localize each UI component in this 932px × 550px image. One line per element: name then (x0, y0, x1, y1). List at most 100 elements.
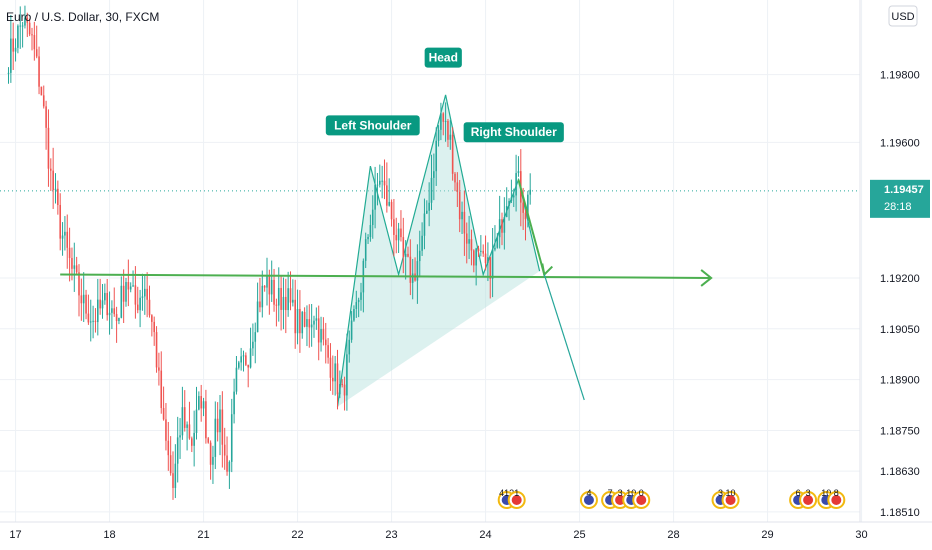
candle-body (458, 191, 461, 220)
candle-body (449, 134, 452, 140)
candle-body (379, 180, 381, 185)
candle-body (512, 195, 515, 198)
candle-body (35, 49, 38, 57)
candle-body (167, 440, 170, 456)
currency-button[interactable]: USD (888, 5, 918, 27)
bar-countdown: 28:18 (884, 201, 912, 213)
current-price-value: 1.19457 (884, 184, 924, 196)
candle-body (118, 317, 120, 322)
candle-body (381, 180, 383, 182)
candle-body (202, 401, 205, 409)
time-tick-label: 24 (479, 529, 491, 541)
candle-body (17, 25, 19, 48)
price-axis[interactable]: 1.18510 1.18630 1.18750 1.18900 1.19050 1.192… (880, 70, 920, 519)
candle-body (174, 463, 177, 488)
neckline-arrowhead (700, 269, 713, 287)
candle-body (456, 182, 459, 192)
candle-body (522, 202, 524, 213)
breakdown-line (517, 179, 546, 275)
pattern-label: Right Shoulder (471, 125, 557, 139)
candle-body (275, 304, 278, 306)
candle-body (139, 297, 141, 311)
candle-body (207, 438, 210, 443)
candle-body (527, 194, 529, 220)
flag-icon (831, 495, 842, 505)
candle-body (505, 206, 508, 218)
candle-body (19, 25, 22, 27)
economic-events[interactable]: 412 1 4 7 3 10 0 3 10 6 3 10 8 (497, 488, 846, 509)
candle-body (494, 247, 496, 250)
candle-body (317, 318, 320, 343)
candle-body (125, 282, 127, 302)
candle-body (57, 188, 59, 206)
candle-body (473, 250, 475, 266)
candle-body (254, 332, 257, 342)
candle-body (191, 438, 193, 446)
candle-body (407, 253, 409, 257)
pattern-fill (337, 94, 540, 407)
candle-body (242, 355, 245, 357)
candle-body (127, 282, 130, 290)
candle-body (75, 265, 78, 273)
candle-body (273, 279, 275, 305)
candle-body (475, 248, 477, 266)
event-count-label: 412 (499, 488, 514, 498)
price-tick-label: 1.18900 (880, 375, 920, 387)
candle-body (360, 292, 362, 300)
candle-body (52, 170, 54, 190)
candle-body (515, 173, 517, 196)
pattern-label: Head (429, 51, 458, 65)
candle-body (426, 210, 428, 214)
candle-body (470, 239, 473, 251)
pattern-label-bg (463, 122, 564, 143)
price-tick-label: 1.19600 (880, 137, 920, 149)
candle-body (54, 188, 57, 190)
event-count-label: 3 (718, 488, 723, 498)
candle-body (162, 408, 165, 420)
candle-body (97, 299, 99, 323)
drawings (60, 179, 713, 401)
candle-body (435, 140, 437, 172)
candle-body (498, 219, 501, 238)
currency-button-label[interactable]: USD (891, 11, 914, 23)
candles (7, 5, 531, 500)
time-axis[interactable]: 17 18 21 22 23 24 25 28 29 30 (9, 529, 867, 541)
candle-body (136, 304, 139, 311)
candle-body (320, 329, 322, 343)
grid (0, 0, 863, 522)
time-tick-label: 23 (385, 529, 397, 541)
flag-icon (636, 495, 647, 505)
candle-body (249, 348, 252, 368)
candle-body (303, 311, 306, 327)
event-count-label: 8 (834, 488, 839, 498)
candle-body (357, 299, 360, 303)
candle-body (454, 173, 456, 183)
candle-body (397, 228, 400, 241)
candle-body (66, 231, 69, 248)
candle-body (324, 339, 327, 346)
candle-body (343, 384, 346, 396)
pattern-label-bg (424, 47, 462, 68)
candle-body (169, 455, 172, 474)
candle-body (270, 279, 273, 295)
candle-body (14, 47, 17, 52)
candle-body (336, 363, 339, 395)
candle-body (26, 17, 29, 23)
candle-body (524, 212, 527, 220)
chart-title: Euro / U.S. Dollar, 30, FXCM (6, 10, 159, 24)
candle-body (148, 299, 151, 316)
candle-body (289, 288, 292, 303)
candle-body (386, 185, 388, 206)
current-price-tag-bg (870, 179, 930, 218)
candle-body (341, 384, 343, 386)
candle-body (294, 299, 296, 334)
flag-icon (725, 495, 736, 505)
event-count-label: 7 (608, 488, 613, 498)
candle-body (146, 288, 148, 300)
candle-body (92, 320, 94, 322)
candle-body (461, 211, 463, 220)
candle-body (496, 237, 499, 248)
currency-button-frame[interactable] (888, 5, 918, 27)
